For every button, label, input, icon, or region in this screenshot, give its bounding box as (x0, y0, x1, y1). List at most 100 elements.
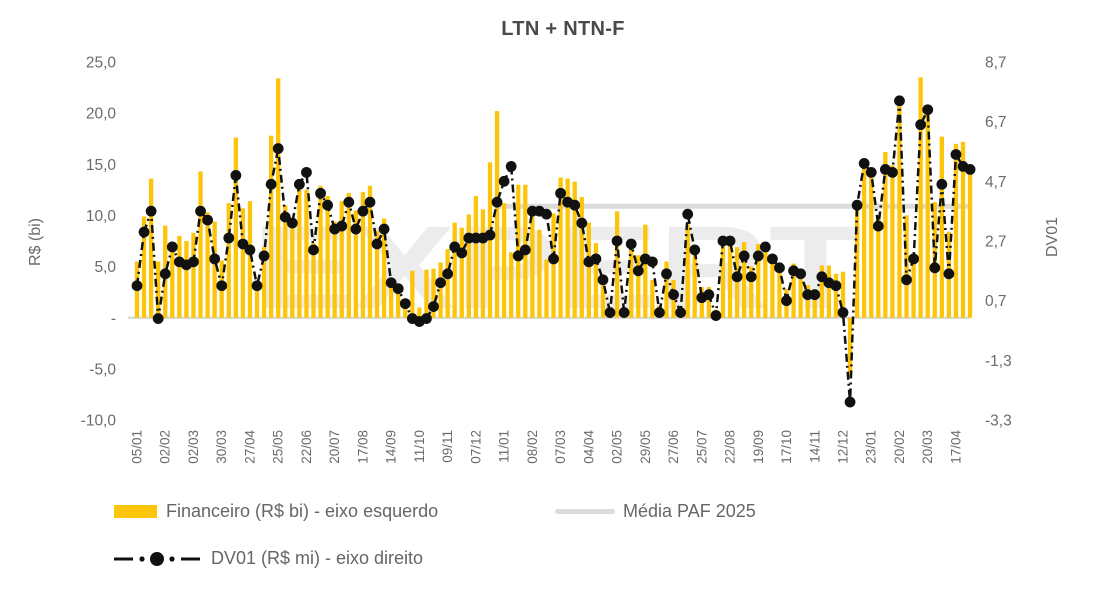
bar (297, 183, 302, 318)
dv01-point (237, 238, 249, 250)
financeiro-swatch-icon (114, 505, 157, 518)
dv01-point (632, 265, 644, 277)
left-axis-tick: -5,0 (89, 361, 116, 378)
x-axis-tick: 11/01 (497, 430, 512, 463)
dv01-point (512, 250, 524, 262)
bar (586, 222, 591, 318)
x-axis-tick: 14/09 (384, 430, 399, 464)
dv01-point (618, 307, 630, 318)
x-axis-tick: 25/05 (271, 430, 286, 464)
bar (953, 143, 959, 318)
left-axis-title: R$ (bi) (27, 218, 44, 267)
x-axis-tick: 05/01 (130, 430, 145, 464)
bar (734, 247, 740, 318)
bar (890, 165, 895, 318)
bar (268, 135, 274, 318)
bar (141, 216, 147, 318)
bar (763, 248, 768, 318)
bar (777, 262, 782, 318)
bar (367, 185, 373, 318)
dv01-swatch-icon (114, 551, 200, 566)
bar (897, 95, 902, 318)
left-axis-tick: 5,0 (94, 259, 116, 276)
bar (148, 178, 154, 318)
dv01-point (258, 250, 270, 262)
right-axis-tick: 0,7 (985, 293, 1007, 310)
x-axis-tick: 07/03 (553, 430, 568, 464)
bar (339, 201, 344, 318)
dv01-point (675, 307, 687, 318)
bar (311, 243, 316, 318)
bar (706, 287, 712, 318)
bar (205, 212, 210, 318)
bar (840, 271, 846, 318)
dv01-point (646, 256, 658, 268)
bar (925, 110, 930, 318)
right-axis-tick: 2,7 (985, 233, 1007, 250)
bar (247, 201, 253, 318)
dv01-point (202, 214, 214, 226)
x-axis-tick: 02/02 (158, 430, 173, 464)
bar (466, 214, 471, 318)
bar (918, 77, 923, 318)
x-axis-tick: 17/08 (355, 430, 370, 464)
bar (876, 215, 881, 318)
bar (177, 235, 182, 318)
bar (276, 78, 281, 318)
dv01-point (456, 247, 468, 259)
bar (692, 248, 697, 318)
bar (396, 293, 401, 318)
bar (960, 141, 966, 318)
dv01-point (901, 274, 912, 286)
bar (417, 307, 422, 318)
dv01-point (625, 238, 637, 250)
x-axis-tick: 23/01 (864, 430, 879, 464)
x-axis-tick: 02/05 (610, 430, 625, 464)
bar (579, 197, 584, 318)
dv01-point (865, 166, 877, 178)
dv01-point (745, 271, 757, 283)
bar (353, 210, 359, 318)
dv01-point (724, 235, 736, 247)
dv01-point (611, 235, 623, 247)
bar (212, 221, 217, 318)
dv01-point (293, 178, 305, 190)
dv01-point (336, 220, 348, 232)
bar (389, 285, 394, 318)
dv01-point (166, 241, 178, 253)
dv01-point (265, 178, 277, 190)
bar (240, 208, 246, 318)
bar (791, 263, 796, 318)
bar (629, 240, 634, 318)
dv01-point (308, 244, 319, 256)
bar (156, 261, 161, 318)
dv01-point (872, 220, 884, 232)
bar (318, 185, 323, 318)
bar (650, 279, 655, 318)
dv01-point (385, 277, 397, 289)
dv01-point (131, 280, 143, 292)
dv01-point (661, 268, 672, 280)
dv01-point (816, 271, 828, 283)
x-axis-tick: 17/04 (948, 430, 963, 464)
x-axis-tick: 27/04 (242, 430, 257, 464)
bar (438, 262, 443, 318)
x-axis-tick: 14/11 (807, 430, 822, 463)
dv01-point (837, 307, 849, 318)
bar (332, 221, 337, 318)
right-axis-title: DV01 (1044, 216, 1061, 258)
bar (862, 159, 867, 318)
dv01-point (322, 199, 334, 211)
left-axis-tick: 25,0 (86, 55, 117, 72)
right-axis-tick: 6,7 (985, 114, 1007, 131)
dv01-point (703, 289, 715, 301)
bar (854, 205, 860, 318)
dv01-point (371, 238, 383, 250)
dv01-point (399, 298, 411, 310)
dv01-point (964, 163, 976, 175)
bar (749, 266, 754, 318)
bar (847, 317, 853, 378)
dv01-point (731, 271, 743, 283)
bar (537, 229, 542, 318)
x-axis-tick: 20/07 (327, 430, 342, 464)
